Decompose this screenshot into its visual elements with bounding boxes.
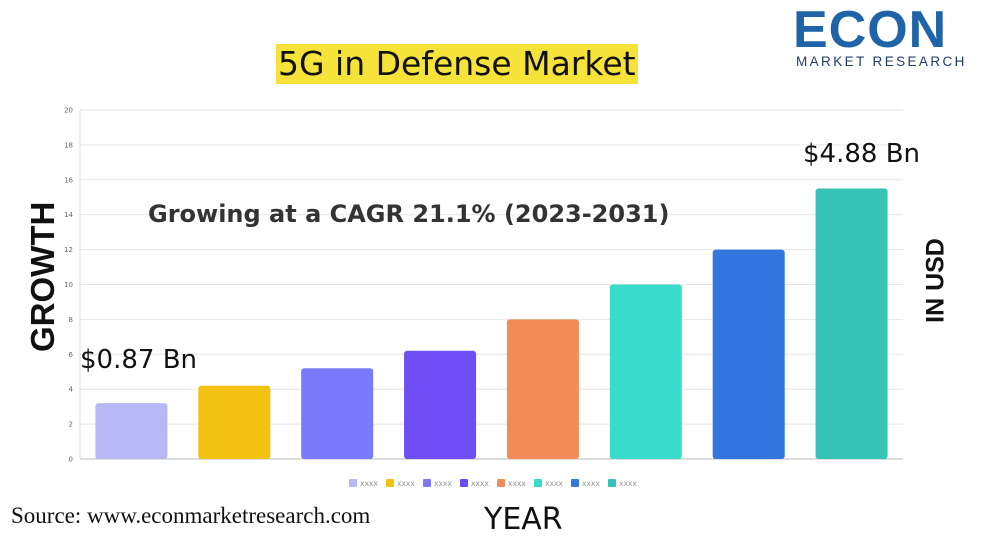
bar: [712, 249, 785, 459]
y-tick-label: 14: [64, 211, 73, 219]
bar: [404, 350, 477, 459]
y-tick-label: 16: [64, 176, 73, 184]
bar: [95, 403, 168, 459]
legend-swatch: [423, 479, 431, 487]
y-tick-label: 10: [64, 281, 73, 289]
y-tick-label: 20: [64, 107, 73, 115]
legend-label: XXXX: [397, 480, 415, 488]
legend-label: XXXX: [360, 480, 378, 488]
chart-title: 5G in Defense Market: [276, 44, 638, 84]
y-tick-label: 12: [64, 246, 73, 254]
y-tick-label: 4: [69, 386, 74, 394]
bars: [95, 188, 888, 459]
legend-label: XXXX: [508, 480, 526, 488]
legend-swatch: [571, 479, 579, 487]
logo-wordmark: ECON: [793, 1, 948, 59]
bar: [609, 284, 682, 459]
bar: [301, 368, 374, 459]
logo-tagline: MARKET RESEARCH: [796, 54, 967, 69]
legend-swatch: [497, 479, 505, 487]
bar: [815, 188, 888, 459]
legend-swatch: [349, 479, 357, 487]
legend-label: XXXX: [619, 480, 637, 488]
x-axis-label: YEAR: [484, 502, 563, 537]
econ-logo: ECON MARKET RESEARCH: [793, 2, 973, 72]
y-tick-label: 8: [69, 316, 73, 324]
bar: [198, 385, 271, 459]
y-tick-label: 0: [69, 456, 73, 464]
legend-label: XXXX: [582, 480, 600, 488]
start-value-label: $0.87 Bn: [80, 345, 197, 375]
y-tick-label: 2: [69, 421, 73, 429]
legend: XXXX XXXX XXXX XXXX XXXX XXXX XXXX XXXX: [349, 479, 637, 488]
legend-label: XXXX: [545, 480, 563, 488]
legend-swatch: [534, 479, 542, 487]
y-tick-label: 18: [64, 141, 73, 149]
y-tick-labels: 0 2 4 6 8 10 12 14 16 18 20: [64, 107, 73, 464]
legend-label: XXXX: [471, 480, 489, 488]
legend-swatch: [608, 479, 616, 487]
y-tick-label: 6: [69, 351, 74, 359]
legend-swatch: [386, 479, 394, 487]
cagr-annotation: Growing at a CAGR 21.1% (2023-2031): [148, 200, 669, 228]
legend-swatch: [460, 479, 468, 487]
legend-label: XXXX: [434, 480, 452, 488]
source-note: Source: www.econmarketresearch.com: [11, 503, 371, 528]
end-value-label: $4.88 Bn: [803, 139, 920, 169]
bar: [506, 319, 579, 459]
